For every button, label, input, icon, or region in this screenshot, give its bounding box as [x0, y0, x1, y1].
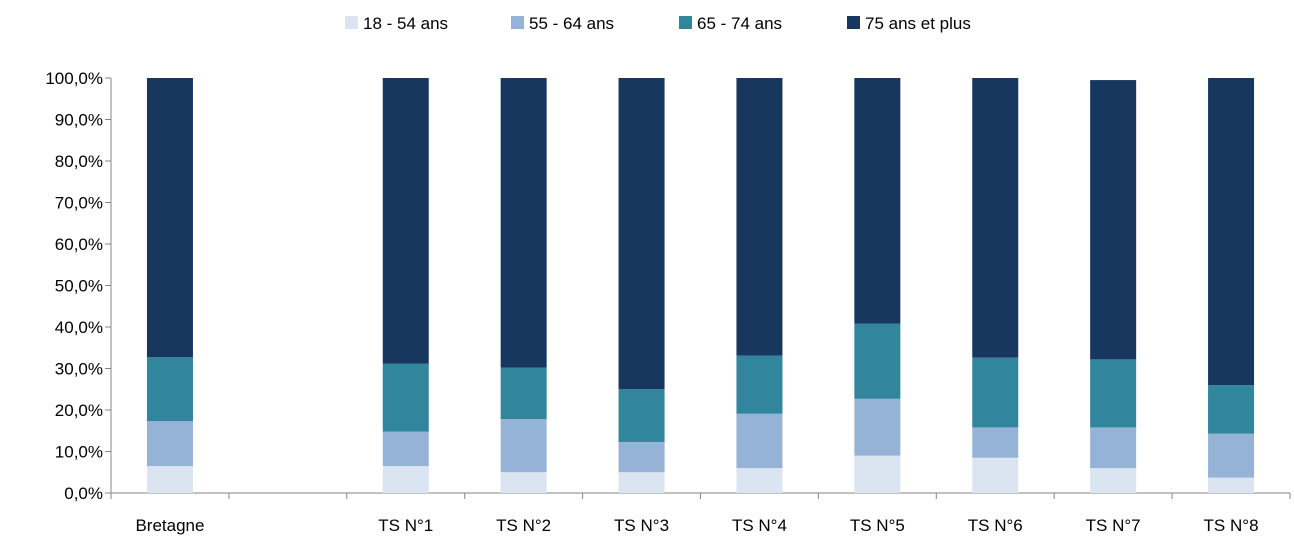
- bar-segment: [1090, 80, 1137, 360]
- bar-segment: [500, 367, 547, 420]
- x-category-label: TS N°1: [378, 516, 433, 535]
- x-axis: Bretagne TS N°1 TS N°2 TS N°3 TS N°4 TS N°5 TS…: [110, 492, 1291, 535]
- legend-label: 55 - 64 ans: [529, 14, 614, 33]
- y-tick-label: 20,0%: [55, 401, 103, 420]
- bar-segment: [1208, 433, 1255, 478]
- x-category-label: TS N°8: [1204, 516, 1259, 535]
- legend-label: 75 ans et plus: [865, 14, 971, 33]
- legend-swatch: [679, 16, 692, 29]
- bars: [146, 78, 1255, 493]
- bar-segment: [972, 457, 1019, 493]
- y-tick-label: 0,0%: [64, 484, 103, 503]
- y-tick-label: 80,0%: [55, 152, 103, 171]
- bar-segment: [618, 472, 665, 493]
- legend-swatch: [345, 16, 358, 29]
- bar-segment: [736, 413, 783, 469]
- bar-segment: [736, 78, 783, 356]
- bar-segment: [382, 431, 429, 467]
- y-axis: 0,0% 10,0% 20,0% 30,0% 40,0% 50,0% 60,0% 70,0% 8…: [45, 69, 112, 503]
- bar-segment: [854, 323, 901, 399]
- y-tick-label: 90,0%: [55, 111, 103, 130]
- y-tick-label: 100,0%: [45, 69, 103, 88]
- bar-segment: [382, 363, 429, 432]
- legend-swatch: [847, 16, 860, 29]
- y-tick-label: 60,0%: [55, 235, 103, 254]
- legend: 18 - 54 ans 55 - 64 ans 65 - 74 ans 75 ans …: [345, 14, 971, 33]
- bar-segment: [618, 389, 665, 442]
- x-category-label: TS N°7: [1086, 516, 1141, 535]
- x-category-label: TS N°6: [968, 516, 1023, 535]
- x-category-label: TS N°3: [614, 516, 669, 535]
- bar-segment: [500, 419, 547, 473]
- y-tick-label: 70,0%: [55, 194, 103, 213]
- bar-segment: [146, 357, 193, 422]
- bar-segment: [972, 78, 1019, 358]
- bar-segment: [736, 468, 783, 493]
- bar-segment: [618, 78, 665, 390]
- bar-segment: [500, 78, 547, 368]
- y-tick-label: 40,0%: [55, 318, 103, 337]
- bar-segment: [736, 355, 783, 414]
- bar-segment: [972, 427, 1019, 458]
- y-tick-label: 10,0%: [55, 443, 103, 462]
- bar-segment: [618, 441, 665, 473]
- bar-segment: [854, 78, 901, 324]
- bar-segment: [972, 357, 1019, 428]
- legend-label: 65 - 74 ans: [697, 14, 782, 33]
- x-category-label: TS N°4: [732, 516, 787, 535]
- bar-segment: [854, 398, 901, 456]
- legend-swatch: [511, 16, 524, 29]
- bar-segment: [382, 466, 429, 493]
- y-tick-label: 30,0%: [55, 360, 103, 379]
- legend-label: 18 - 54 ans: [363, 14, 448, 33]
- bar-segment: [1090, 468, 1137, 493]
- bar-segment: [1090, 359, 1137, 428]
- bar-segment: [146, 466, 193, 493]
- y-tick-label: 50,0%: [55, 277, 103, 296]
- bar-segment: [146, 421, 193, 467]
- bar-segment: [1090, 427, 1137, 469]
- x-category-label: Bretagne: [135, 516, 204, 535]
- x-category-label: TS N°5: [850, 516, 905, 535]
- bar-segment: [146, 78, 193, 358]
- x-category-label: TS N°2: [496, 516, 551, 535]
- bar-segment: [854, 455, 901, 493]
- bar-segment: [500, 472, 547, 493]
- bar-segment: [1208, 78, 1255, 386]
- bar-segment: [1208, 385, 1255, 434]
- bar-segment: [382, 78, 429, 364]
- bar-segment: [1208, 477, 1255, 493]
